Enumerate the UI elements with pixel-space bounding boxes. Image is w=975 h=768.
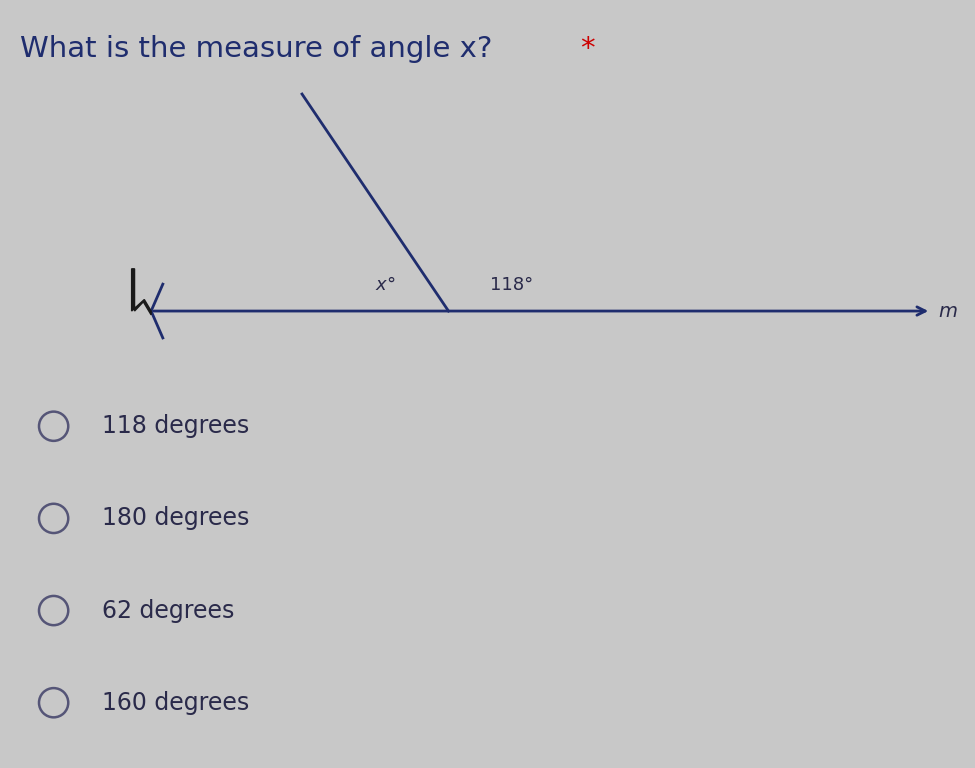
Text: m: m bbox=[938, 302, 956, 320]
Text: 160 degrees: 160 degrees bbox=[102, 690, 250, 715]
Text: 62 degrees: 62 degrees bbox=[102, 598, 235, 623]
Text: *: * bbox=[580, 35, 595, 62]
Text: 180 degrees: 180 degrees bbox=[102, 506, 250, 531]
Text: $x°$: $x°$ bbox=[374, 276, 396, 294]
Text: 118 degrees: 118 degrees bbox=[102, 414, 250, 439]
Polygon shape bbox=[132, 269, 151, 315]
Text: What is the measure of angle x?: What is the measure of angle x? bbox=[20, 35, 501, 62]
Text: 118°: 118° bbox=[490, 276, 533, 294]
